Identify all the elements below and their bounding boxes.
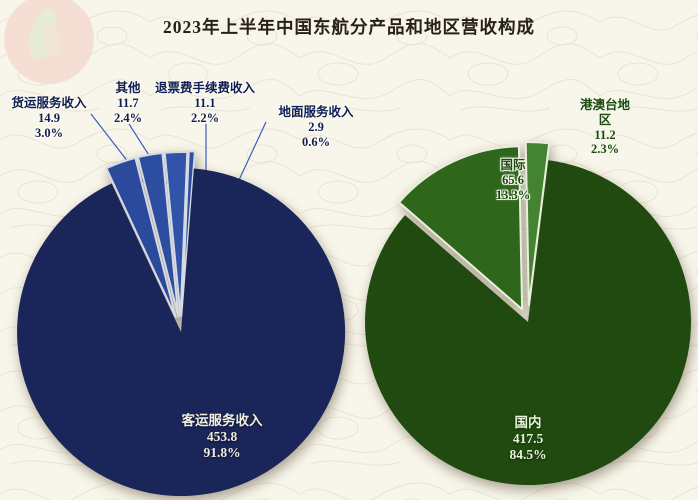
slice-percent: 2.2%	[190, 110, 220, 125]
slice-name: 退票费手续费收入	[154, 81, 255, 95]
slice-percent: 2.4%	[113, 110, 143, 125]
pie0-slice-1	[137, 152, 180, 318]
slice-percent: 2.3%	[590, 142, 620, 157]
slice-percent: 91.8%	[203, 444, 241, 460]
pie1-slice-0	[398, 145, 524, 311]
slice-name: 货运服务收入	[11, 96, 87, 110]
slice-percent: 3.0%	[34, 125, 64, 140]
pie0-slice-0	[105, 156, 177, 318]
label-other-revenue: 其他 11.7 2.4%	[96, 81, 160, 125]
slice-name: 港澳台地区	[579, 98, 630, 127]
logo-watermark	[4, 0, 94, 84]
pie0-slice-3	[181, 150, 196, 316]
slice-value: 11.7	[117, 95, 139, 110]
slice-name: 地面服务收入	[278, 105, 354, 119]
label-domestic: 国内 417.5 84.5%	[478, 415, 578, 463]
slice-value: 65.6	[502, 172, 524, 187]
slice-name: 国内	[514, 415, 542, 430]
slice-value: 453.8	[206, 428, 238, 444]
slice-value: 11.2	[594, 127, 616, 142]
label-hk-macau-taiwan: 港澳台地区 11.2 2.3%	[577, 98, 633, 157]
slice-percent: 0.6%	[301, 134, 331, 149]
slice-percent: 13.3%	[495, 187, 531, 202]
label-international: 国际 65.6 13.3%	[468, 158, 558, 202]
label-refund-fee-revenue: 退票费手续费收入 11.1 2.2%	[146, 81, 264, 125]
slice-value: 417.5	[512, 430, 544, 446]
slice-name: 其他	[115, 81, 141, 95]
label-passenger-service-revenue: 客运服务收入 453.8 91.8%	[166, 413, 278, 461]
slice-value: 14.9	[38, 110, 60, 125]
slice-value: 11.1	[194, 95, 216, 110]
label-freight-service-revenue: 货运服务收入 14.9 3.0%	[2, 96, 96, 140]
slice-value: 2.9	[308, 119, 324, 134]
pie0-slice-4	[17, 168, 346, 496]
chart-title: 2023年上半年中国东航分产品和地区营收构成	[163, 17, 535, 37]
label-ground-service-revenue: 地面服务收入 2.9 0.6%	[267, 105, 365, 149]
leader-line-freight	[90, 113, 154, 195]
pie0-slice-2	[163, 150, 189, 317]
pie1-slice-1	[524, 141, 551, 306]
slice-name: 国际	[500, 158, 526, 172]
pie1-slice-2	[365, 160, 692, 486]
slice-percent: 84.5%	[509, 446, 547, 462]
slice-name: 客运服务收入	[181, 413, 263, 428]
